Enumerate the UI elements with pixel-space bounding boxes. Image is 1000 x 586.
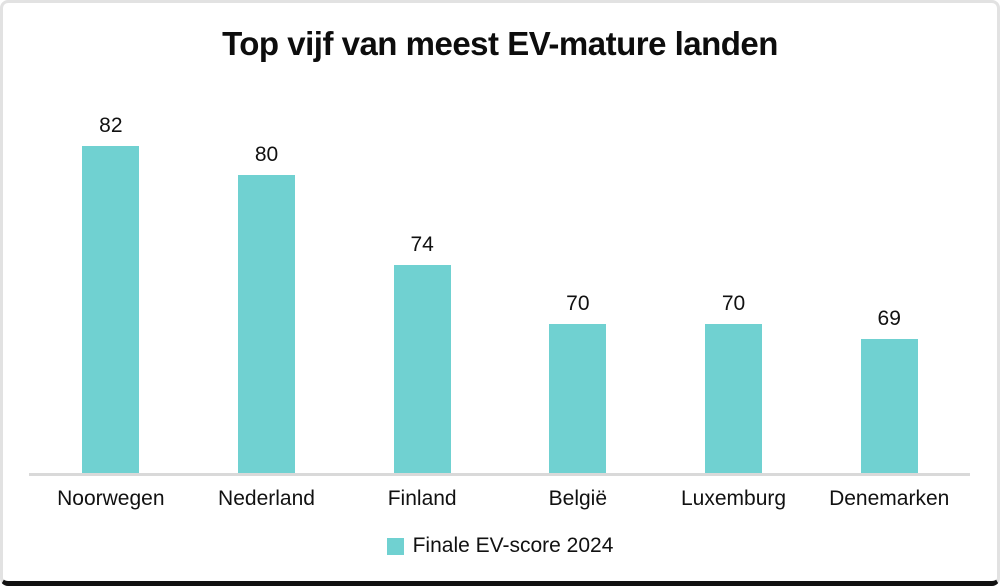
legend: Finale EV-score 2024 bbox=[3, 534, 997, 558]
category-row: Noorwegen Nederland Finland België Luxemburg… bbox=[33, 487, 967, 511]
bar bbox=[860, 339, 918, 473]
bar-value-label: 70 bbox=[566, 292, 590, 315]
category-label: Noorwegen bbox=[57, 487, 165, 510]
bar-value-label: 69 bbox=[877, 307, 901, 330]
bar bbox=[393, 265, 451, 473]
legend-swatch-icon bbox=[386, 537, 404, 555]
chart-title: Top vijf van meest EV-mature landen bbox=[222, 25, 778, 62]
bar-column: 69 bbox=[811, 101, 967, 473]
category-label: Denemarken bbox=[829, 487, 950, 510]
x-axis-line bbox=[29, 473, 970, 476]
category-label: Finland bbox=[387, 487, 457, 510]
bar-column: 74 bbox=[344, 101, 500, 473]
bar-column: 82 bbox=[33, 101, 189, 473]
bar-value-label: 74 bbox=[410, 233, 434, 256]
category-label: België bbox=[548, 487, 608, 510]
plot-area: 82 80 74 70 70 69 bbox=[33, 101, 967, 473]
bar-value-label: 82 bbox=[99, 114, 123, 137]
bar-value-label: 70 bbox=[721, 292, 746, 315]
bar-column: 70 bbox=[500, 101, 656, 473]
bar bbox=[705, 324, 763, 473]
category-label: Luxemburg bbox=[680, 487, 787, 510]
bar bbox=[549, 324, 607, 473]
bar bbox=[82, 146, 140, 473]
category-label: Nederland bbox=[218, 487, 315, 510]
bar bbox=[238, 175, 295, 473]
bar-column: 70 bbox=[656, 101, 812, 473]
bar-value-label: 80 bbox=[254, 143, 279, 166]
bar-column: 80 bbox=[189, 101, 345, 473]
legend-label: Finale EV-score 2024 bbox=[412, 534, 614, 557]
